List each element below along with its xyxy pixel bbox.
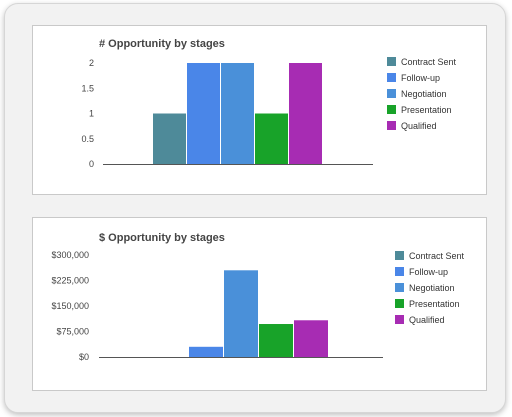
bar-follow-up xyxy=(187,63,220,164)
legend-swatch xyxy=(387,89,396,98)
count-chart-card: # Opportunity by stages 0 0.5 1 1.5 2 Contract… xyxy=(32,25,487,195)
y-tick-label: 1.5 xyxy=(81,83,94,93)
amount-chart: $ Opportunity by stages $0 $75,000 $150,000… xyxy=(51,232,465,362)
count-chart: # Opportunity by stages 0 0.5 1 1.5 2 Contract… xyxy=(81,38,457,169)
bar-follow-up xyxy=(189,346,223,357)
legend-label: Presentation xyxy=(409,299,460,309)
y-tick-label: $75,000 xyxy=(56,327,89,337)
bar-contract-sent xyxy=(153,113,186,164)
y-tick-label: 2 xyxy=(89,58,94,68)
legend-label: Qualified xyxy=(409,315,445,325)
y-tick-label: $0 xyxy=(79,352,89,362)
legend-swatch xyxy=(387,57,396,66)
legend-swatch xyxy=(387,73,396,82)
legend-swatch xyxy=(387,105,396,114)
legend-swatch xyxy=(395,267,404,276)
legend-label: Negotiation xyxy=(401,89,447,99)
bar-negotiation xyxy=(224,270,258,357)
bar-qualified xyxy=(289,63,322,164)
legend-swatch xyxy=(387,121,396,130)
legend-swatch xyxy=(395,251,404,260)
bar-presentation xyxy=(259,324,293,357)
y-tick-label: $300,000 xyxy=(51,250,89,260)
y-tick-label: $150,000 xyxy=(51,301,89,311)
legend-label: Qualified xyxy=(401,121,437,131)
y-tick-label: 1 xyxy=(89,109,94,119)
chart-title: $ Opportunity by stages xyxy=(99,232,225,244)
y-tick-label: 0 xyxy=(89,159,94,169)
legend-label: Contract Sent xyxy=(409,251,465,261)
bar-presentation xyxy=(255,113,288,164)
legend-swatch xyxy=(395,283,404,292)
legend-label: Contract Sent xyxy=(401,57,457,67)
y-tick-label: $225,000 xyxy=(51,276,89,286)
legend-swatch xyxy=(395,299,404,308)
amount-chart-card: $ Opportunity by stages $0 $75,000 $150,000… xyxy=(32,217,487,391)
legend-label: Negotiation xyxy=(409,283,455,293)
bar-negotiation xyxy=(221,63,254,164)
legend-label: Follow-up xyxy=(409,267,448,277)
bar-qualified xyxy=(294,320,328,357)
dashboard-frame: # Opportunity by stages 0 0.5 1 1.5 2 Contract… xyxy=(4,3,506,413)
legend-label: Follow-up xyxy=(401,73,440,83)
legend-label: Presentation xyxy=(401,105,452,115)
chart-title: # Opportunity by stages xyxy=(99,38,225,50)
legend-swatch xyxy=(395,315,404,324)
y-tick-label: 0.5 xyxy=(81,134,94,144)
